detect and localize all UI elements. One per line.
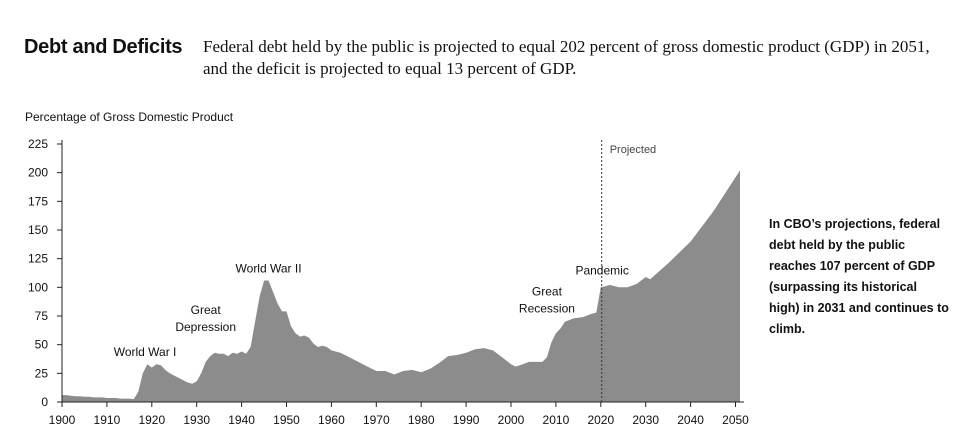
page-title: Debt and Deficits (24, 36, 183, 58)
y-tick-label: 25 (35, 366, 49, 380)
projection-label: Projected (610, 144, 656, 156)
annotation-label: Recession (519, 302, 575, 316)
annotation-label: World War II (236, 261, 302, 275)
y-tick-label: 75 (35, 309, 49, 323)
y-tick-label: 175 (28, 194, 48, 208)
summary-text: Federal debt held by the public is proje… (203, 37, 930, 78)
x-tick-label: 1940 (228, 413, 255, 427)
x-tick-label: 2030 (632, 413, 659, 427)
x-tick-label: 1960 (318, 413, 345, 427)
x-tick-label: 2020 (587, 413, 614, 427)
annotation-label: Great (191, 303, 222, 317)
y-axis-label: Percentage of Gross Domestic Product (25, 110, 234, 124)
side-note: In CBO’s projections, federal debt held … (769, 217, 949, 336)
x-tick-label: 2000 (498, 413, 525, 427)
x-tick-label: 1990 (453, 413, 480, 427)
x-tick-label: 1910 (94, 413, 121, 427)
x-tick-label: 2040 (677, 413, 704, 427)
x-tick-label: 2050 (722, 413, 749, 427)
y-tick-label: 200 (28, 166, 48, 180)
x-tick-label: 1900 (49, 413, 76, 427)
annotation-label: World War I (114, 345, 177, 359)
annotation-label: Depression (175, 320, 236, 334)
annotation-label: Great (532, 285, 563, 299)
y-tick-label: 125 (28, 252, 48, 266)
x-tick-label: 1970 (363, 413, 390, 427)
y-tick-label: 150 (28, 223, 48, 237)
x-tick-label: 1950 (273, 413, 300, 427)
x-tick-label: 1980 (408, 413, 435, 427)
y-tick-label: 0 (41, 395, 48, 409)
y-tick-label: 50 (35, 338, 49, 352)
annotation-label: Pandemic (575, 264, 628, 278)
x-tick-label: 1930 (183, 413, 210, 427)
y-tick-label: 225 (28, 137, 48, 151)
x-tick-label: 2010 (543, 413, 570, 427)
x-tick-label: 1920 (138, 413, 165, 427)
y-tick-label: 100 (28, 280, 48, 294)
debt-area (62, 170, 740, 402)
